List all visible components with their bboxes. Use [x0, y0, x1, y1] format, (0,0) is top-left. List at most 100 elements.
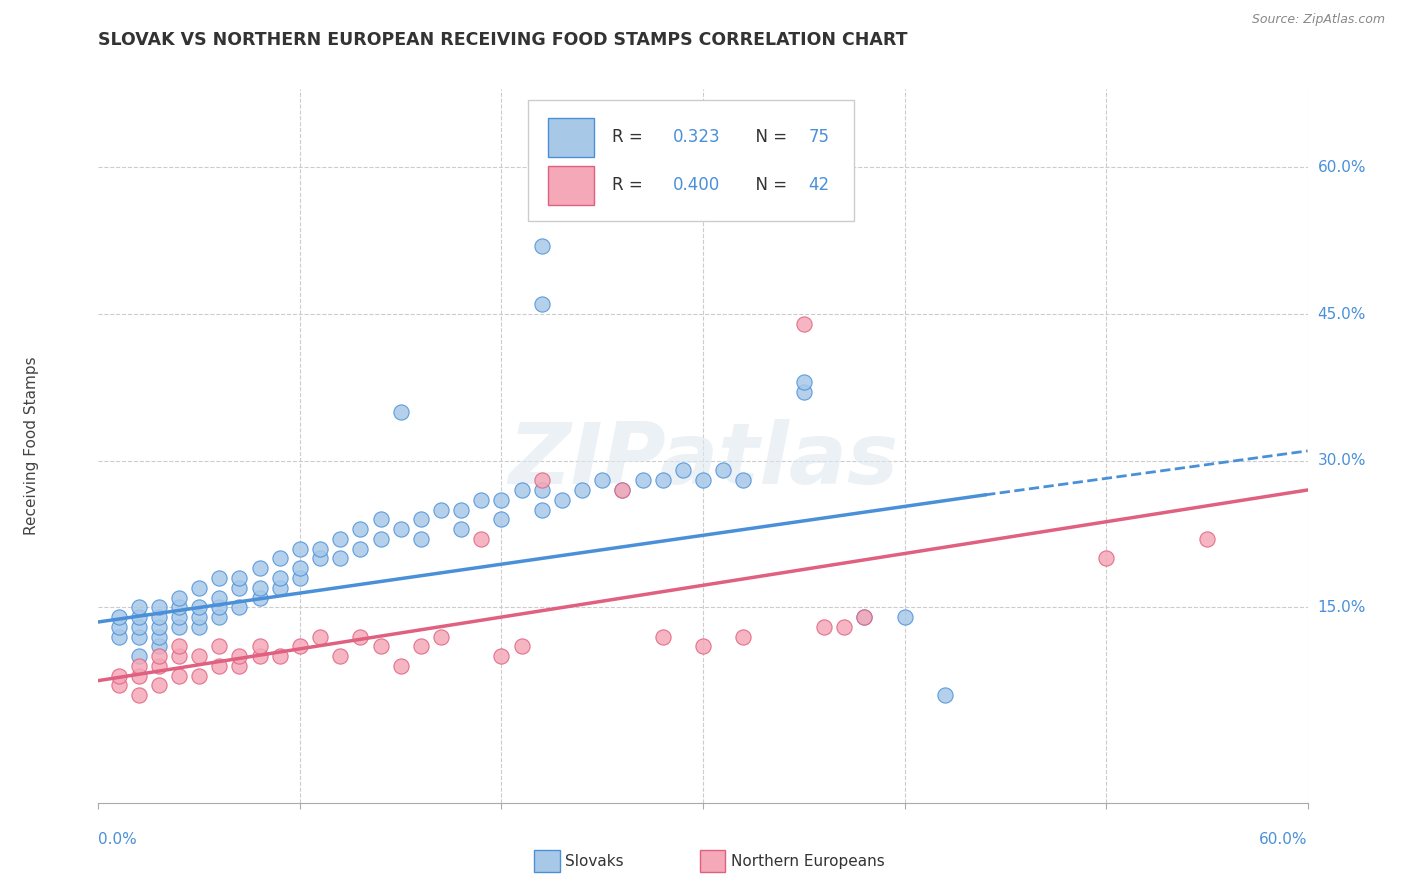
Point	[188, 669, 211, 683]
Point	[128, 610, 150, 624]
Point	[491, 492, 513, 507]
Text: N =: N =	[745, 128, 793, 146]
Point	[269, 551, 291, 566]
Text: 75: 75	[808, 128, 830, 146]
Point	[269, 571, 291, 585]
Point	[148, 640, 170, 654]
Point	[551, 492, 574, 507]
Point	[530, 502, 553, 516]
Point	[249, 561, 271, 575]
Point	[249, 640, 271, 654]
Point	[793, 376, 815, 390]
Point	[430, 630, 453, 644]
Text: 45.0%: 45.0%	[1317, 307, 1367, 321]
Point	[249, 591, 271, 605]
Point	[228, 600, 250, 615]
Point	[148, 600, 170, 615]
Point	[208, 640, 231, 654]
Point	[167, 591, 190, 605]
Text: 42: 42	[808, 176, 830, 194]
Point	[208, 659, 231, 673]
Point	[148, 649, 170, 664]
Point	[530, 238, 553, 252]
Point	[370, 532, 392, 546]
Point	[733, 473, 755, 487]
Text: R =: R =	[612, 176, 654, 194]
Point	[128, 659, 150, 673]
Point	[692, 473, 714, 487]
Point	[128, 630, 150, 644]
Point	[309, 541, 332, 556]
Text: Northern Europeans: Northern Europeans	[731, 855, 884, 869]
Point	[793, 317, 815, 331]
Point	[128, 620, 150, 634]
Point	[733, 630, 755, 644]
Point	[208, 591, 231, 605]
Text: 30.0%: 30.0%	[1317, 453, 1367, 468]
Point	[510, 483, 533, 497]
Point	[530, 473, 553, 487]
Text: Source: ZipAtlas.com: Source: ZipAtlas.com	[1251, 13, 1385, 27]
Point	[167, 669, 190, 683]
Text: N =: N =	[745, 176, 793, 194]
Point	[651, 473, 673, 487]
Point	[853, 610, 876, 624]
Point	[188, 649, 211, 664]
Point	[510, 640, 533, 654]
Point	[470, 492, 492, 507]
Point	[128, 688, 150, 702]
Point	[208, 600, 231, 615]
Point	[430, 502, 453, 516]
Point	[269, 649, 291, 664]
Point	[107, 678, 129, 692]
Point	[167, 620, 190, 634]
Point	[228, 581, 250, 595]
FancyBboxPatch shape	[527, 100, 855, 221]
Point	[288, 561, 311, 575]
Point	[249, 649, 271, 664]
Point	[450, 522, 472, 536]
Point	[188, 620, 211, 634]
FancyBboxPatch shape	[548, 118, 595, 157]
Point	[167, 649, 190, 664]
Point	[370, 512, 392, 526]
Point	[309, 630, 332, 644]
Point	[288, 640, 311, 654]
Point	[349, 522, 371, 536]
Text: Receiving Food Stamps: Receiving Food Stamps	[24, 357, 39, 535]
Point	[470, 532, 492, 546]
Point	[208, 571, 231, 585]
Text: 60.0%: 60.0%	[1260, 832, 1308, 847]
Point	[309, 551, 332, 566]
Point	[329, 551, 352, 566]
Point	[128, 600, 150, 615]
Point	[148, 620, 170, 634]
Point	[370, 640, 392, 654]
Point	[148, 659, 170, 673]
Point	[409, 512, 432, 526]
Point	[228, 571, 250, 585]
Point	[148, 630, 170, 644]
Point	[672, 463, 695, 477]
Point	[107, 630, 129, 644]
Point	[128, 649, 150, 664]
Point	[491, 649, 513, 664]
Text: 0.400: 0.400	[672, 176, 720, 194]
Point	[148, 678, 170, 692]
Point	[893, 610, 915, 624]
Point	[1195, 532, 1218, 546]
Point	[450, 502, 472, 516]
Point	[853, 610, 876, 624]
Text: 0.0%: 0.0%	[98, 832, 138, 847]
Point	[832, 620, 855, 634]
Point	[329, 649, 352, 664]
Point	[107, 620, 129, 634]
Point	[329, 532, 352, 546]
Point	[651, 630, 673, 644]
Point	[612, 483, 634, 497]
Point	[793, 385, 815, 400]
Point	[288, 571, 311, 585]
Point	[612, 483, 634, 497]
FancyBboxPatch shape	[548, 166, 595, 205]
Point	[249, 581, 271, 595]
